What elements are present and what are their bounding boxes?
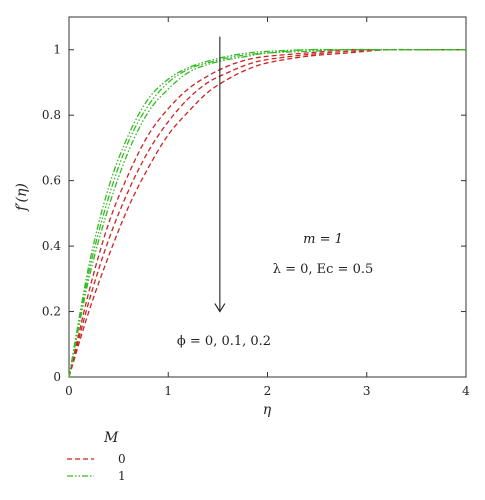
x-axis-label: η xyxy=(263,402,272,418)
y-tick-label: 0.6 xyxy=(42,174,61,188)
legend-title: M xyxy=(103,430,119,446)
series-line-1 xyxy=(68,48,466,378)
series-layer xyxy=(68,48,466,378)
x-tick-label: 2 xyxy=(264,384,272,398)
y-tick-label: 0.2 xyxy=(42,305,61,319)
x-tick-label: 4 xyxy=(462,384,470,398)
axis-ticks: 0 1 2 3 4 0 0.2 0.4 0.6 0.8 1 xyxy=(42,17,470,398)
trend-arrow-head xyxy=(214,303,226,313)
x-tick-label: 1 xyxy=(164,384,172,398)
y-tick-label: 0.4 xyxy=(42,239,61,253)
x-tick-label: 3 xyxy=(363,384,371,398)
series-line-0 xyxy=(68,48,466,378)
series-line-5 xyxy=(68,48,466,378)
y-tick-label: 0 xyxy=(53,370,61,384)
arrow-layer xyxy=(214,36,226,313)
series-line-3 xyxy=(68,48,466,378)
y-axis-label: f′(η) xyxy=(14,183,30,212)
y-tick-label: 1 xyxy=(53,43,61,57)
series-line-4 xyxy=(68,48,466,378)
annotation-m: m = 1 xyxy=(303,232,343,247)
y-tick-label: 0.8 xyxy=(42,108,61,122)
legend-label-m0: 0 xyxy=(118,452,126,466)
annotation-phi: ϕ = 0, 0.1, 0.2 xyxy=(177,334,271,349)
series-line-2 xyxy=(68,48,466,378)
x-tick-label: 0 xyxy=(65,384,73,398)
legend: M 0 1 xyxy=(67,430,126,483)
annotation-lambda-ec: λ = 0, Ec = 0.5 xyxy=(273,262,374,277)
legend-label-m1: 1 xyxy=(118,469,126,483)
plot-frame xyxy=(68,16,467,378)
